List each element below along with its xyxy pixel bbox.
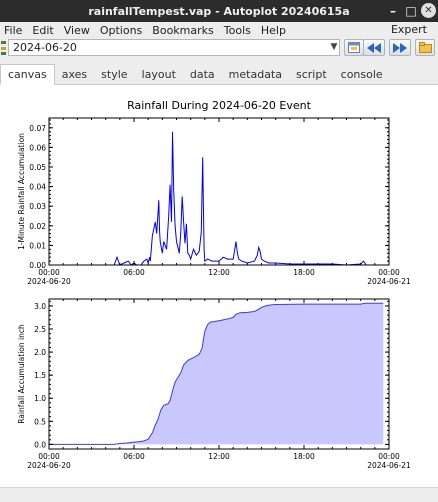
tab-style[interactable]: style <box>101 68 128 81</box>
tab-canvas[interactable]: canvas <box>0 64 55 85</box>
inspect-icon <box>348 42 360 53</box>
y-tick-label: 3.0 <box>34 302 46 311</box>
x-tick-label: 18:00 <box>293 268 315 277</box>
tab-script[interactable]: script <box>296 68 327 81</box>
close-icon[interactable]: ✕ <box>421 3 436 18</box>
y-tick-label: 2.0 <box>34 348 46 357</box>
menu-file[interactable]: File <box>4 23 23 37</box>
folder-icon <box>418 42 432 53</box>
expert-menu[interactable]: Expert <box>390 23 427 36</box>
plot-canvas[interactable]: Rainfall During 2024-06-20 Event 0.00 0.01… <box>0 85 438 487</box>
address-dropdown-icon[interactable]: ▼ <box>330 42 338 52</box>
y-axis-label: Rainfall Accumulation inch <box>17 324 26 424</box>
tab-layout[interactable]: layout <box>141 68 176 81</box>
rewind-icon <box>367 42 381 53</box>
x-tick-date-label: 2024-06-20 <box>27 461 71 470</box>
tab-data[interactable]: data <box>189 68 215 81</box>
menu-tools[interactable]: Tools <box>223 23 251 37</box>
tab-console[interactable]: console <box>340 68 383 81</box>
menu-view[interactable]: View <box>63 23 90 37</box>
x-tick-label: 00:00 <box>378 268 400 277</box>
y-tick-label: 1.5 <box>34 371 46 380</box>
x-tick-date-label: 2024-06-21 <box>367 461 411 470</box>
tab-metadata[interactable]: metadata <box>228 68 282 81</box>
next-interval-button[interactable] <box>389 39 411 56</box>
menubar: File Edit View Options Bookmarks Tools H… <box>0 22 438 38</box>
y-tick-label: 1.0 <box>34 394 46 403</box>
x-tick-label: 18:00 <box>293 452 315 461</box>
window-titlebar: rainfallTempest.vap - Autoplot 20240615a… <box>0 0 438 22</box>
data-source-icon <box>1 41 7 55</box>
x-tick-label: 00:00 <box>378 452 400 461</box>
accumulation-area <box>49 303 384 445</box>
x-tick-label: 12:00 <box>208 268 230 277</box>
x-tick-label: 12:00 <box>208 452 230 461</box>
status-bar <box>0 487 438 502</box>
x-tick-label: 06:00 <box>123 268 145 277</box>
x-tick-date-label: 2024-06-21 <box>367 277 411 286</box>
tab-bar: canvas axes style layout data metadata s… <box>0 63 438 85</box>
y-tick-label: 0.03 <box>29 202 46 211</box>
y-tick-label: 0.07 <box>29 124 46 133</box>
x-tick-label: 00:00 <box>38 452 60 461</box>
window-title: rainfallTempest.vap - Autoplot 20240615a <box>88 4 350 18</box>
inspect-button[interactable] <box>344 39 364 56</box>
menu-bookmarks[interactable]: Bookmarks <box>152 23 214 37</box>
y-tick-label: 0.05 <box>29 163 46 172</box>
y-tick-label: 0.01 <box>29 241 46 250</box>
menu-options[interactable]: Options <box>99 23 143 37</box>
previous-interval-button[interactable] <box>363 39 385 56</box>
x-tick-label: 06:00 <box>123 452 145 461</box>
maximize-icon[interactable]: □ <box>405 4 417 18</box>
chart-title: Rainfall During 2024-06-20 Event <box>127 99 311 112</box>
y-tick-label: 0.02 <box>29 222 46 231</box>
y-tick-label: 0.00 <box>29 261 46 270</box>
address-input[interactable]: 2024-06-20 <box>8 39 340 56</box>
y-tick-label: 2.5 <box>34 325 46 334</box>
y-axis-label: 1-Minute Rainfall Accumulation <box>17 133 26 250</box>
address-bar: 2024-06-20 ▼ <box>0 38 438 58</box>
fast-forward-icon <box>393 42 407 53</box>
rainfall-line <box>49 131 389 266</box>
accumulation-line <box>49 302 384 445</box>
plot-frame <box>48 117 390 266</box>
menu-edit[interactable]: Edit <box>32 23 54 37</box>
tab-axes[interactable]: axes <box>61 68 88 81</box>
open-file-button[interactable] <box>415 39 435 56</box>
minimize-icon[interactable]: – <box>390 4 396 18</box>
x-tick-date-label: 2024-06-20 <box>27 277 71 286</box>
x-tick-label: 00:00 <box>38 268 60 277</box>
y-tick-label: 0.04 <box>29 183 46 192</box>
y-tick-label: 0.5 <box>34 417 46 426</box>
y-tick-label: 0.06 <box>29 143 46 152</box>
y-tick-label: 0.0 <box>34 440 46 449</box>
plot-svg[interactable]: Rainfall During 2024-06-20 Event0.000.01… <box>0 85 438 487</box>
menu-help[interactable]: Help <box>260 23 286 37</box>
